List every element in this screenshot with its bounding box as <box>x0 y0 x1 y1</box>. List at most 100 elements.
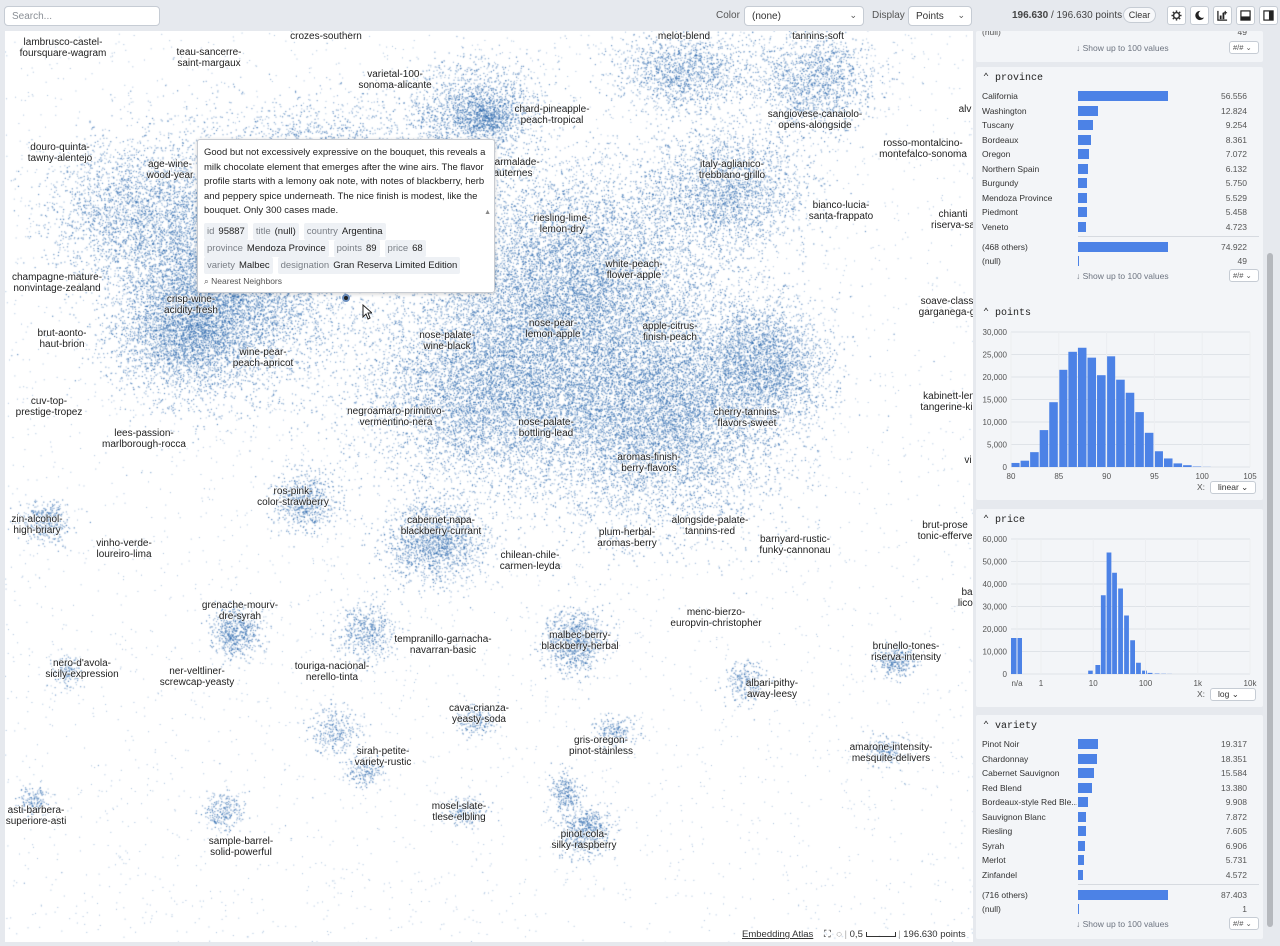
list-item[interactable]: Tuscany 9.254 <box>982 118 1259 132</box>
list-item[interactable]: Pinot Noir 19.317 <box>982 737 1259 751</box>
format-select[interactable]: #/# ⌄ <box>1229 917 1259 930</box>
cluster-label: balicor <box>957 587 973 609</box>
display-label: Display <box>872 10 905 21</box>
field-price: price 68 <box>384 239 426 257</box>
list-item[interactable]: Northern Spain 6.132 <box>982 162 1259 176</box>
list-item[interactable]: Syrah 6.906 <box>982 839 1259 853</box>
row-bar <box>1078 91 1168 101</box>
format-select[interactable]: #/# ⌄ <box>1229 41 1259 54</box>
cluster-label: ros-pink-color-strawberry <box>257 486 329 508</box>
row-value: 87.403 <box>1221 890 1247 900</box>
embedding-map[interactable]: lambrusco-castel-foursquare-wagram teau-s… <box>5 31 973 942</box>
row-bar <box>1078 242 1168 252</box>
row-name: Pinot Noir <box>982 739 1020 749</box>
cluster-label: wine-pear-peach-apricot <box>232 347 294 369</box>
list-item[interactable]: Burgundy 5.750 <box>982 176 1259 190</box>
row-value: 4.572 <box>1225 869 1247 880</box>
cluster-label: chard-pineapple-peach-tropical <box>514 104 590 126</box>
list-item[interactable]: Veneto 4.723 <box>982 220 1259 234</box>
points-histogram[interactable]: 0 5,000 10,000 15,000 20,000 25,000 30,000 80 85… <box>976 322 1263 497</box>
row-name: Tuscany <box>982 120 1014 130</box>
scale-select[interactable]: linear ⌄ <box>1210 481 1256 494</box>
list-item[interactable]: Cabernet Sauvignon 15.584 <box>982 766 1259 780</box>
list-item[interactable]: Piedmont 5.458 <box>982 205 1259 219</box>
row-value: 7.872 <box>1225 811 1247 822</box>
row-value: 8.361 <box>1225 134 1247 145</box>
scale-divider: | <box>844 929 847 940</box>
attribution-link[interactable]: Embedding Atlas <box>742 929 814 940</box>
row-bar <box>1078 811 1087 822</box>
sidebar-scroll-thumb[interactable] <box>1267 253 1273 927</box>
row-bar <box>1078 869 1083 880</box>
list-item[interactable]: Washington 12.824 <box>982 104 1259 118</box>
cluster-label: varietal-100- sonoma-alicante <box>358 69 432 91</box>
fit-view-icon[interactable]: ⛶ <box>823 929 831 940</box>
cluster-label: apple-citrus-finish-peach <box>642 321 698 343</box>
histogram-bar <box>1142 670 1147 674</box>
chevron-up-icon: ⌃ <box>983 721 990 732</box>
list-item[interactable]: California 56.556 <box>982 89 1259 103</box>
scale-select[interactable]: log ⌄ <box>1210 688 1256 701</box>
list-item[interactable]: (null) 49 <box>982 31 1259 39</box>
divider <box>1078 884 1259 885</box>
panel-title[interactable]: ⌃ variety <box>983 721 1038 732</box>
point-tooltip[interactable]: Good but not excessively expressive on t… <box>197 139 495 293</box>
row-name: Bordeaux <box>982 134 1019 145</box>
list-item[interactable]: (468 others) 74.922 <box>982 240 1259 254</box>
list-item[interactable]: Bordeaux 8.361 <box>982 133 1259 147</box>
selected-point-marker[interactable] <box>342 294 350 302</box>
show-more-link[interactable]: ↓ Show up to 100 values <box>1076 271 1169 281</box>
format-select[interactable]: #/# ⌄ <box>1229 269 1259 282</box>
cluster-label: cabernet-napa-blackberry-currant <box>400 515 482 537</box>
theme-toggle-button[interactable] <box>1190 6 1209 25</box>
list-item[interactable]: Mendoza Province 5.529 <box>982 191 1259 205</box>
row-name: Northern Spain <box>982 163 1040 174</box>
list-item[interactable]: (null) 49 <box>982 254 1259 268</box>
list-item[interactable]: Oregon 7.072 <box>982 147 1259 161</box>
settings-button[interactable] <box>1167 6 1186 25</box>
sidebar-toggle-button[interactable] <box>1259 6 1278 25</box>
cluster-label: chianti riserva-sa <box>931 209 973 231</box>
histogram-bar <box>1125 392 1135 467</box>
table-toggle-button[interactable] <box>1236 6 1255 25</box>
color-select[interactable]: (none) ⌄ <box>744 6 864 26</box>
show-more-link[interactable]: ↓ Show up to 100 values <box>1076 919 1169 929</box>
clear-button[interactable]: Clear <box>1123 7 1156 23</box>
cluster-label: white-peach-flower-apple <box>605 259 663 281</box>
show-more-link[interactable]: ↓ Show up to 100 values <box>1076 43 1169 53</box>
row-value: 7.605 <box>1225 826 1247 836</box>
cluster-label: italy-aglianico-trebbiano-grillo <box>698 159 766 181</box>
chevron-up-icon: ⌃ <box>983 515 990 526</box>
price-histogram[interactable]: 0 10,000 20,000 30,000 40,000 50,000 60,000 n/a… <box>976 529 1263 704</box>
tooltip-scrollbar[interactable]: ▲▼ <box>484 209 491 216</box>
panel-title[interactable]: ⌃ province <box>983 73 1044 84</box>
histogram-bar <box>1135 412 1144 467</box>
chart-builder-button[interactable] <box>1213 6 1232 25</box>
panel-title[interactable]: ⌃ price <box>983 515 1026 526</box>
nearest-neighbors-button[interactable]: ⌕ Nearest Neighbors <box>204 276 486 287</box>
search-input[interactable] <box>4 6 160 26</box>
row-bar <box>1078 739 1098 749</box>
list-item[interactable]: Red Blend 13.380 <box>982 781 1259 795</box>
display-select[interactable]: Points ⌄ <box>908 6 972 26</box>
row-value: 5.731 <box>1225 855 1247 865</box>
list-item[interactable]: Merlot 5.731 <box>982 853 1259 867</box>
list-item[interactable]: (null) 1 <box>982 902 1259 916</box>
list-item[interactable]: Riesling 7.605 <box>982 824 1259 838</box>
panel-title[interactable]: ⌃ points <box>983 308 1032 319</box>
field-points: points 89 <box>333 239 380 257</box>
sidebar[interactable]: (null) 49 ↓ Show up to 100 values #/# ⌄ … <box>976 31 1276 942</box>
row-value: 74.922 <box>1221 242 1247 252</box>
cluster-label: douro-quinta-tawny-alentejo <box>27 142 93 164</box>
tooltip-fields: id 95887 title (null) country Argentina pro… <box>204 222 486 274</box>
lasso-icon[interactable]: ◌ <box>836 929 842 940</box>
histogram-bar <box>1124 615 1129 674</box>
cluster-label: chilean-chile-carmen-leyda <box>499 550 561 572</box>
list-item[interactable]: (716 others) 87.403 <box>982 888 1259 902</box>
list-item[interactable]: Sauvignon Blanc 7.872 <box>982 810 1259 824</box>
list-item[interactable]: Zinfandel 4.572 <box>982 868 1259 882</box>
list-item[interactable]: Chardonnay 18.351 <box>982 752 1259 766</box>
nearest-neighbors-label: Nearest Neighbors <box>211 275 283 286</box>
list-item[interactable]: Bordeaux-style Red Ble... 9.908 <box>982 795 1259 809</box>
row-value: 6.906 <box>1225 840 1247 851</box>
